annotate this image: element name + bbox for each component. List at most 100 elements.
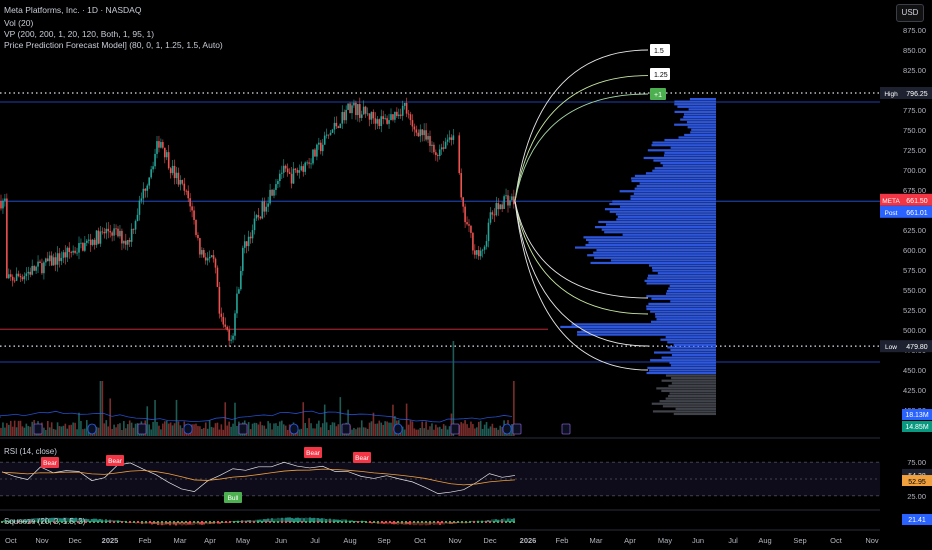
event-marker[interactable]: [33, 423, 43, 435]
event-marker[interactable]: [183, 423, 193, 435]
volume-profile-bar: [615, 213, 716, 216]
volume-bar: [331, 422, 334, 436]
volume-bar: [277, 425, 279, 436]
volume-bar: [247, 422, 250, 436]
squeeze-dot: [345, 521, 347, 523]
squeeze-bar: [391, 522, 393, 525]
candle-body: [134, 221, 137, 230]
squeeze-bar: [17, 519, 19, 522]
squeeze-dot: [77, 521, 79, 523]
volume-tag: 18.13M: [905, 412, 929, 419]
candle-body: [17, 273, 20, 277]
volume-bar: [444, 425, 447, 436]
candle-body: [23, 276, 26, 280]
symbol-title[interactable]: Meta Platforms, Inc. · 1D · NASDAQ: [4, 5, 142, 15]
candle-body: [409, 114, 412, 121]
squeeze-dot: [129, 521, 131, 523]
event-marker[interactable]: [512, 423, 522, 435]
volume-profile-bar: [674, 103, 716, 106]
squeeze-bar: [27, 519, 29, 522]
squeeze-dot: [437, 521, 439, 523]
volume-bar: [173, 423, 176, 436]
event-marker[interactable]: [289, 423, 299, 435]
volume-bar: [119, 423, 121, 436]
candle-body: [197, 234, 199, 239]
volume-profile-bar: [643, 156, 716, 160]
squeeze-bar: [63, 517, 65, 522]
squeeze-dot: [293, 521, 295, 523]
volume-bar: [433, 429, 435, 436]
event-marker[interactable]: [502, 423, 512, 435]
candle-body: [183, 183, 186, 191]
volume-profile-bar: [655, 315, 716, 318]
price-axis-label: 450.00: [903, 366, 926, 375]
volume-profile-bar: [662, 405, 716, 408]
squeeze-dot: [85, 521, 87, 523]
volume-bar: [6, 423, 8, 436]
event-marker[interactable]: [341, 423, 351, 435]
volume-bar: [382, 424, 384, 436]
volume-bar: [407, 424, 410, 436]
event-marker[interactable]: [561, 423, 571, 435]
squeeze-pane-label[interactable]: Squeeze (20, 2, 1.5, 2): [4, 517, 86, 526]
squeeze-dot: [117, 521, 119, 523]
low-price-tag-label-bg: [880, 340, 902, 353]
volume-profile-bar: [610, 259, 716, 262]
event-marker[interactable]: [238, 423, 248, 435]
forecast-model-label[interactable]: Price Prediction Forecast Model] (80, 0,…: [4, 40, 223, 50]
squeeze-dot: [313, 521, 315, 523]
squeeze-bar: [43, 518, 45, 522]
candle-body: [70, 251, 72, 253]
volume-profile-label[interactable]: VP (200, 200, 1, 20, 120, Both, 1, 95, 1…: [4, 29, 155, 39]
candle-body: [423, 130, 425, 136]
volume-bar: [323, 404, 326, 436]
candle-body: [93, 239, 96, 245]
squeeze-bar: [197, 522, 199, 525]
squeeze-bar: [123, 521, 125, 522]
squeeze-bar: [501, 518, 503, 522]
volume-profile-bar: [670, 348, 716, 352]
squeeze-bar: [425, 522, 427, 526]
volume-bar: [300, 428, 303, 436]
event-marker[interactable]: [87, 423, 97, 435]
squeeze-dot: [413, 521, 415, 523]
squeeze-dot: [249, 521, 251, 523]
volume-bar: [259, 421, 262, 436]
squeeze-bar: [115, 520, 117, 522]
volume-bar: [321, 423, 324, 436]
squeeze-dot: [57, 521, 59, 523]
squeeze-dot: [277, 521, 279, 523]
volume-bar: [236, 425, 238, 436]
currency-button[interactable]: USD: [896, 4, 924, 22]
squeeze-bar: [21, 519, 23, 522]
volume-bar: [123, 421, 125, 436]
volume-bar: [353, 427, 355, 436]
event-marker[interactable]: [450, 423, 460, 435]
squeeze-bar: [313, 517, 315, 522]
event-marker[interactable]: [393, 423, 403, 435]
time-axis-label: Mar: [174, 536, 187, 545]
candle-body: [251, 230, 254, 239]
volume-bar: [132, 427, 135, 436]
squeeze-dot: [25, 521, 27, 523]
squeeze-bar: [167, 522, 169, 525]
volume-indicator-label[interactable]: Vol (20): [4, 18, 34, 28]
time-axis-label: Nov: [35, 536, 49, 545]
volume-bar: [479, 420, 482, 436]
squeeze-bar: [309, 517, 311, 522]
rsi-signal-tag: [41, 457, 59, 468]
volume-bar: [347, 409, 349, 436]
squeeze-dot: [9, 521, 11, 523]
squeeze-dot: [417, 521, 419, 523]
volume-bar: [95, 426, 98, 436]
rsi-pane-label[interactable]: RSI (14, close): [4, 447, 57, 456]
candle-body: [370, 111, 373, 120]
candle-body: [199, 238, 201, 255]
event-marker[interactable]: [137, 423, 147, 435]
time-axis-label: Sep: [793, 536, 806, 545]
squeeze-bar: [203, 522, 205, 525]
volume-bar: [76, 429, 78, 436]
candle-body: [279, 173, 281, 182]
volume-bar: [261, 425, 264, 436]
